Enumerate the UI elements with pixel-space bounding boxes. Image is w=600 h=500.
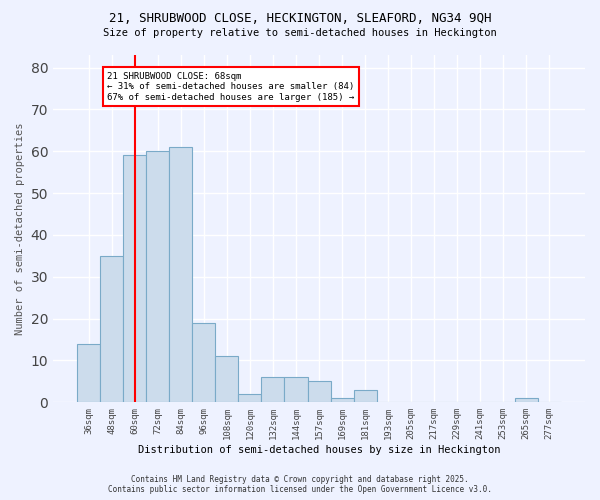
Bar [77, 344, 100, 402]
Bar [169, 147, 193, 403]
Y-axis label: Number of semi-detached properties: Number of semi-detached properties [15, 122, 25, 335]
X-axis label: Distribution of semi-detached houses by size in Heckington: Distribution of semi-detached houses by … [138, 445, 500, 455]
Bar [193, 323, 215, 402]
Bar [331, 398, 353, 402]
Text: 21 SHRUBWOOD CLOSE: 68sqm
← 31% of semi-detached houses are smaller (84)
67% of : 21 SHRUBWOOD CLOSE: 68sqm ← 31% of semi-… [107, 72, 355, 102]
Text: Contains HM Land Registry data © Crown copyright and database right 2025.
Contai: Contains HM Land Registry data © Crown c… [108, 474, 492, 494]
Bar [308, 382, 331, 402]
Bar [100, 256, 123, 402]
Bar [146, 151, 169, 403]
Bar [238, 394, 262, 402]
Text: 21, SHRUBWOOD CLOSE, HECKINGTON, SLEAFORD, NG34 9QH: 21, SHRUBWOOD CLOSE, HECKINGTON, SLEAFOR… [109, 12, 491, 26]
Bar [262, 377, 284, 402]
Bar [515, 398, 538, 402]
Bar [123, 156, 146, 402]
Text: Size of property relative to semi-detached houses in Heckington: Size of property relative to semi-detach… [103, 28, 497, 38]
Bar [284, 377, 308, 402]
Bar [215, 356, 238, 403]
Bar [353, 390, 377, 402]
